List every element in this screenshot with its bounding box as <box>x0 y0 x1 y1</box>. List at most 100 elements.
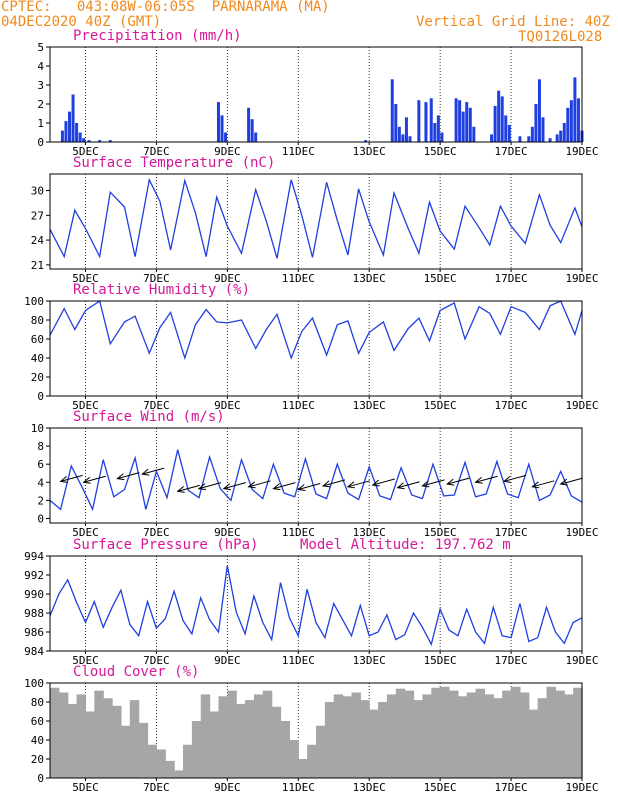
x-tick-label: 9DEC <box>214 399 241 412</box>
y-tick-label: 5 <box>37 41 44 54</box>
cloud-bar <box>67 703 78 778</box>
cloud-bar <box>466 692 477 778</box>
wind-arrow-head <box>531 481 540 489</box>
cloud-bar <box>218 696 228 778</box>
precip-bar <box>555 134 559 142</box>
y-tick-label: 27 <box>31 209 44 222</box>
y-tick-label: 100 <box>24 677 44 690</box>
cloud-bar <box>129 700 140 778</box>
y-tick-label: 986 <box>24 626 44 639</box>
y-tick-label: 4 <box>37 60 44 73</box>
wind-arrow-head <box>247 481 256 489</box>
x-tick-label: 11DEC <box>282 399 315 412</box>
x-tick-label: 19DEC <box>565 145 598 158</box>
y-tick-label: 0 <box>37 512 44 525</box>
y-tick-label: 80 <box>31 314 44 327</box>
cloud-bar <box>493 698 503 778</box>
wind-arrow-shaft <box>560 477 583 485</box>
precip-bar <box>98 140 102 142</box>
panel-frame-wind <box>49 427 583 524</box>
x-tick-label: 19DEC <box>565 272 598 285</box>
panel-title-cloud: Cloud Cover (%) <box>73 664 199 680</box>
cloud-bar <box>555 690 565 778</box>
precip-bar <box>527 136 531 142</box>
wind-arrow-shaft <box>60 474 83 482</box>
cloud-bar <box>165 760 175 778</box>
cloud-bar <box>103 698 113 778</box>
wind-arrow-head <box>197 483 207 491</box>
x-tick-label: 13DEC <box>353 654 386 667</box>
wind-arrow-shaft <box>503 474 527 482</box>
x-tick-label: 15DEC <box>424 272 457 285</box>
x-tick-label: 11DEC <box>282 145 315 158</box>
x-tick-label: 9DEC <box>214 781 241 794</box>
x-tick-label: 9DEC <box>214 272 241 285</box>
y-tick-label: 40 <box>31 734 44 747</box>
wind-arrow-head <box>272 483 281 491</box>
x-tick-label: 19DEC <box>565 654 598 667</box>
y-tick-label: 988 <box>24 607 44 620</box>
cloud-bar <box>573 687 583 778</box>
wind-arrow-shaft <box>532 480 555 488</box>
precip-bar <box>397 126 401 142</box>
cloud-bar <box>386 694 397 778</box>
precip-bar <box>71 94 75 142</box>
precip-bar <box>530 126 534 142</box>
precip-bar <box>461 111 465 142</box>
y-tick-label: 0 <box>37 136 44 149</box>
precip-bar <box>493 105 497 142</box>
precip-bar <box>541 117 545 142</box>
y-tick-label: 2 <box>37 98 44 111</box>
cloud-bar <box>156 749 166 778</box>
wind-arrow-shaft <box>298 483 321 491</box>
precip-bar <box>364 140 368 142</box>
header-grid-note: Vertical Grid Line: 40Z <box>416 14 610 30</box>
precip-bar <box>436 115 440 142</box>
precip-bar <box>75 123 79 142</box>
wind-arrow-shaft <box>83 475 106 483</box>
cloud-bar <box>360 700 370 778</box>
x-tick-label: 13DEC <box>353 145 386 158</box>
wind-arrow-shaft <box>397 481 420 489</box>
x-tick-label: 13DEC <box>353 399 386 412</box>
y-tick-label: 40 <box>31 352 44 365</box>
header-run-code: TQ0126L028 <box>518 29 603 45</box>
precip-bar <box>497 90 501 142</box>
wind-arrow-head <box>446 478 455 486</box>
y-tick-label: 3 <box>37 79 44 92</box>
wind-arrow-head <box>371 479 380 487</box>
precip-bar <box>64 121 68 142</box>
cloud-bar <box>191 721 202 778</box>
y-tick-label: 992 <box>24 569 44 582</box>
precip-bar <box>569 100 573 142</box>
y-tick-label: 6 <box>37 458 44 471</box>
wind-arrow-shaft <box>198 482 222 490</box>
precip-bar <box>573 77 577 142</box>
cloud-bar <box>280 721 290 778</box>
precip-bar <box>404 117 408 142</box>
series-line-pressure <box>49 565 583 647</box>
x-tick-label: 19DEC <box>565 526 598 539</box>
cloud-bar <box>404 690 415 778</box>
panel-title-pressure: Surface Pressure (hPa) <box>73 537 258 553</box>
wind-arrow-head <box>421 480 430 488</box>
cloud-bar <box>378 702 388 778</box>
x-tick-label: 5DEC <box>72 781 99 794</box>
cloud-bar <box>307 744 317 778</box>
precip-bar <box>250 119 254 142</box>
cloud-bar <box>369 709 379 778</box>
y-tick-label: 21 <box>31 259 44 272</box>
cloud-bar <box>112 705 122 778</box>
x-tick-label: 15DEC <box>424 399 457 412</box>
x-tick-label: 5DEC <box>72 145 99 158</box>
cloud-bar <box>342 696 353 778</box>
y-tick-label: 0 <box>37 772 44 785</box>
x-tick-label: 7DEC <box>143 654 170 667</box>
precip-bar <box>417 100 421 142</box>
precip-bar <box>500 96 504 142</box>
x-tick-label: 17DEC <box>495 526 528 539</box>
wind-arrow-head <box>59 475 68 483</box>
cloud-bar <box>431 687 441 778</box>
cloud-bar <box>528 709 539 778</box>
precip-bar <box>559 130 563 142</box>
